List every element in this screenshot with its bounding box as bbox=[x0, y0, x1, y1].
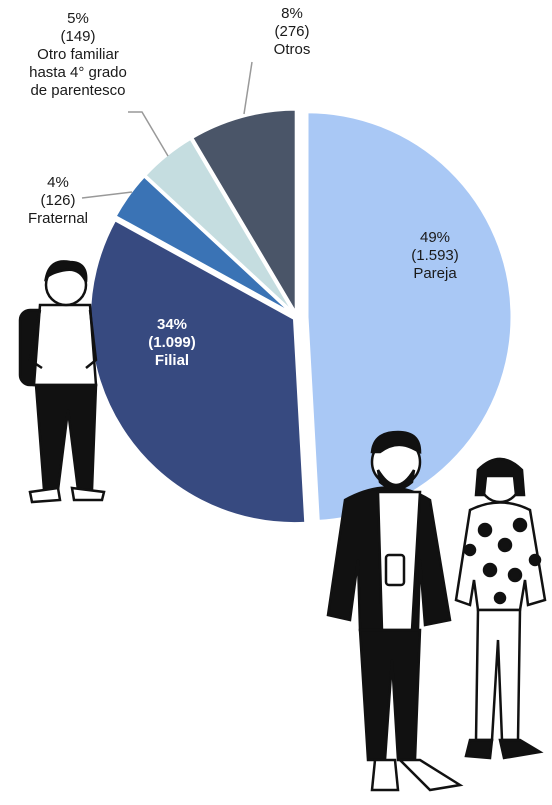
label-line: Otro familiar bbox=[37, 46, 119, 63]
slice-label: 5% (149) Otro familiar hasta 4° grado de par… bbox=[29, 10, 127, 99]
label-line: Pareja bbox=[413, 265, 457, 282]
leader-line bbox=[81, 191, 133, 199]
leader-line bbox=[243, 61, 253, 115]
label-line: de parentesco bbox=[30, 82, 125, 99]
label-line: 5% bbox=[67, 10, 89, 27]
leader-line bbox=[128, 111, 169, 157]
slice-label: 34% (1.099) Filial bbox=[148, 316, 196, 369]
label-line: 49% bbox=[420, 229, 450, 246]
slice-label: 4% (126) Fraternal bbox=[28, 174, 88, 227]
label-line: 8% bbox=[281, 5, 303, 22]
label-line: (1.593) bbox=[411, 247, 459, 264]
illustration-boy bbox=[18, 260, 106, 504]
label-line: Filial bbox=[155, 352, 189, 369]
label-line: Otros bbox=[274, 41, 311, 58]
illustration-woman bbox=[454, 457, 547, 760]
pie-slice bbox=[189, 107, 298, 320]
slice-label: 49% (1.593) Pareja bbox=[411, 229, 459, 282]
label-line: (1.099) bbox=[148, 334, 196, 351]
label-line: (149) bbox=[60, 28, 95, 45]
label-line: Fraternal bbox=[28, 210, 88, 227]
label-line: 4% bbox=[47, 174, 69, 191]
label-line: hasta 4° grado bbox=[29, 64, 127, 81]
slice-label: 8% (276) Otros bbox=[274, 5, 311, 58]
label-line: 34% bbox=[157, 316, 187, 333]
illustration-man bbox=[326, 430, 464, 792]
pie-slice bbox=[87, 217, 308, 526]
label-line: (276) bbox=[274, 23, 309, 40]
pie bbox=[87, 107, 514, 526]
label-line: (126) bbox=[40, 192, 75, 209]
